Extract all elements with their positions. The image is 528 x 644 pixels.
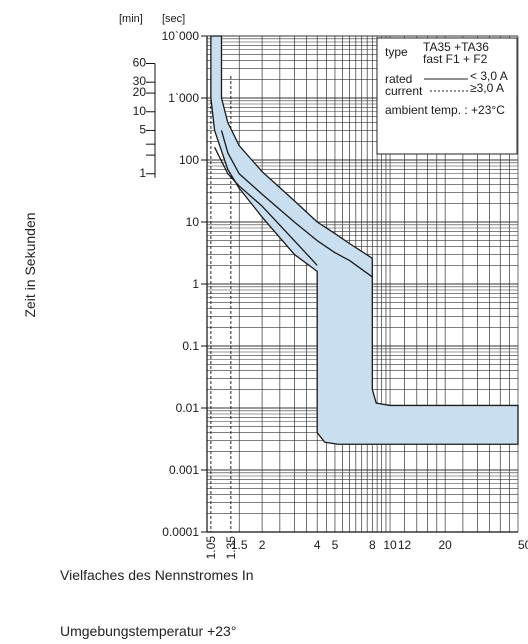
legend-type-label: type — [385, 45, 408, 59]
x-tick-label: 12 — [398, 538, 412, 552]
y-tick-label: 0.0001 — [162, 525, 199, 539]
minute-tick-label: 60 — [133, 56, 147, 70]
legend-fast-value: fast F1 + F2 — [423, 52, 488, 66]
minute-tick-label: 30 — [133, 74, 147, 88]
legend-solid-value: < 3,0 A — [470, 69, 508, 83]
legend-rated-label: rated — [385, 72, 412, 86]
x-tick-label: 10 — [383, 538, 397, 552]
x-tick-label: 50 — [518, 538, 528, 552]
x-tick-label: 5 — [332, 538, 339, 552]
legend-type-value: TA35 +TA36 — [423, 40, 489, 54]
y-tick-label: 1`000 — [168, 91, 199, 105]
minute-tick-label: 20 — [133, 85, 147, 99]
minute-tick-label: 5 — [139, 122, 146, 136]
curves — [213, 130, 373, 278]
y-tick-labels: 10`000 1`000 100 10 1 0.1 0.01 0.001 0.0001 — [162, 29, 207, 539]
y-tick-label: 100 — [179, 153, 199, 167]
y-axis-label: Zeit in Sekunden — [22, 212, 38, 318]
legend: type TA35 +TA36 fast F1 + F2 rated < 3,0… — [376, 37, 518, 155]
sec-unit-label: [sec] — [162, 13, 185, 25]
x-tick-label: 20 — [438, 538, 452, 552]
trip-curve-fast — [213, 147, 318, 266]
min-unit-label: [min] — [119, 13, 143, 25]
legend-dashed-value: ≥3,0 A — [470, 81, 504, 95]
tolerance-band-area — [210, 35, 519, 445]
legend-current-label: current — [385, 84, 423, 98]
y-tick-label: 0.1 — [182, 339, 199, 353]
y-tick-label: 0.001 — [169, 463, 199, 477]
ambient-caption: Umgebungstemperatur +23° — [60, 623, 237, 639]
x-tick-label: 2 — [259, 538, 266, 552]
x-tick-label: 4 — [314, 538, 321, 552]
y-tick-label: 0.01 — [176, 401, 200, 415]
x-axis-label: Vielfaches des Nennstromes In — [60, 567, 254, 583]
x-tick-label: 8 — [369, 538, 376, 552]
y-tick-label: 1 — [192, 277, 199, 291]
legend-ambient: ambient temp. : +23°C — [385, 103, 505, 117]
tolerance-band — [210, 35, 519, 445]
legend-box — [376, 37, 518, 155]
y-tick-label: 10 — [186, 215, 200, 229]
trip-curve-slow — [220, 130, 373, 278]
x-tick-label: 1.5 — [231, 538, 248, 552]
minute-tick-label: 1 — [139, 166, 146, 180]
x-tick-label: 1.05 — [204, 536, 218, 560]
x-tick-label: 1.35 — [224, 536, 238, 560]
y-tick-label: 10`000 — [162, 29, 200, 43]
minute-tick-label: 10 — [133, 104, 147, 118]
